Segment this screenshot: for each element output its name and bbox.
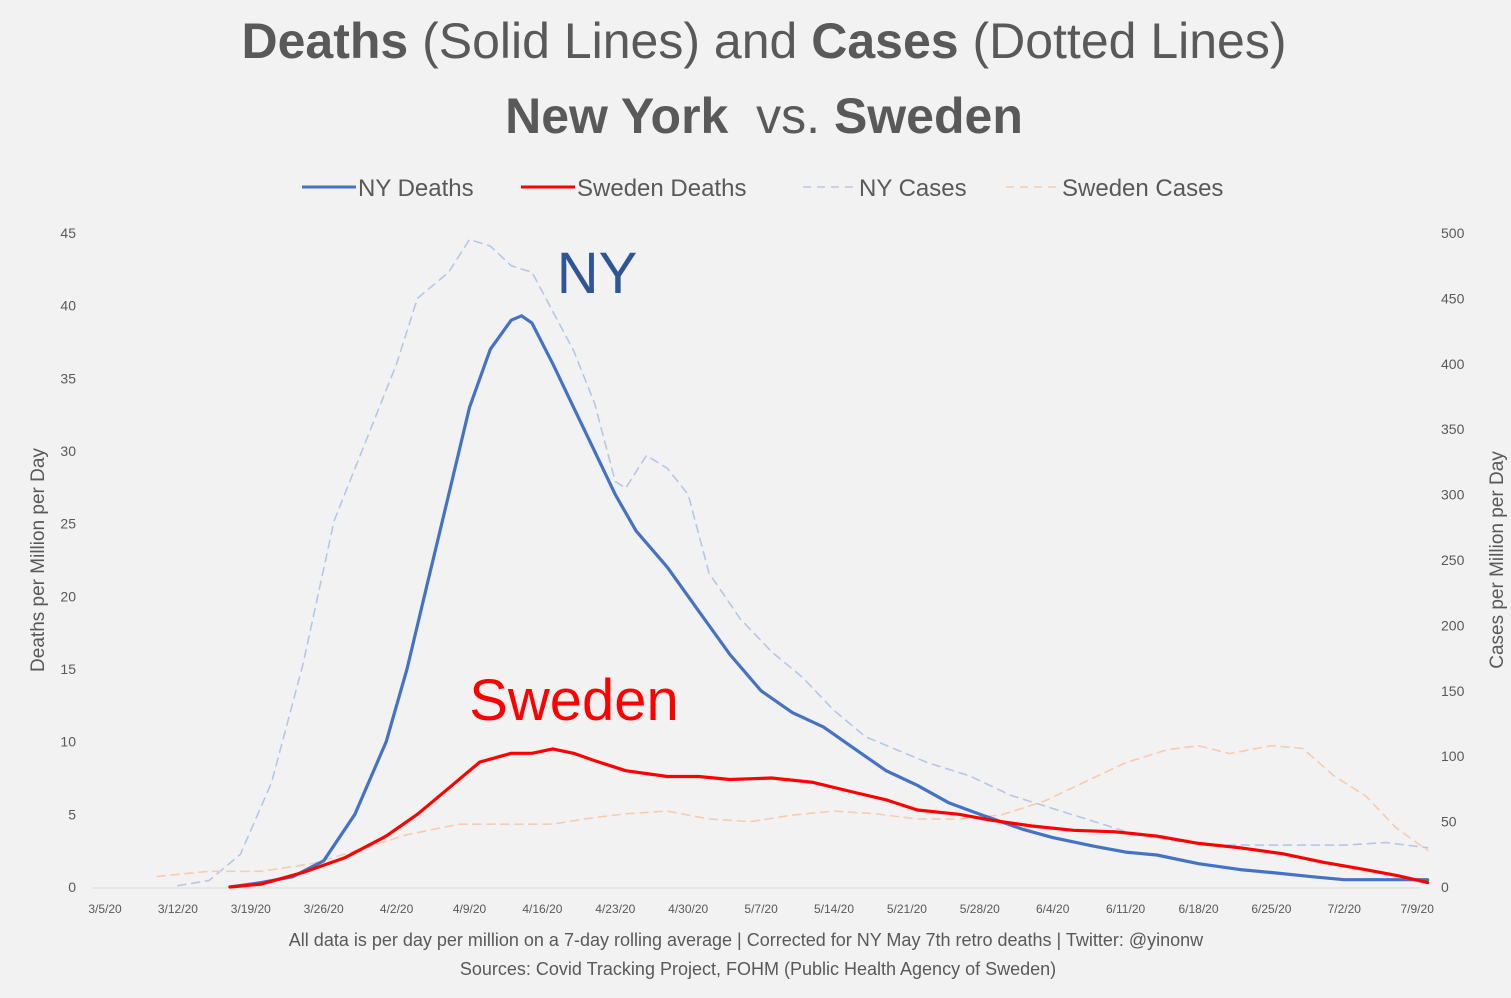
title-dotted-lines: (Dotted Lines) — [959, 13, 1287, 69]
x-tick-label: 4/9/20 — [453, 902, 487, 916]
x-tick-label: 3/12/20 — [158, 902, 198, 916]
y-left-tick-label: 5 — [68, 806, 76, 822]
y-right-tick-label: 300 — [1441, 487, 1465, 503]
x-tick-label: 4/30/20 — [668, 902, 708, 916]
y-left-tick-label: 25 — [60, 516, 76, 532]
series-line-ny-deaths — [228, 314, 1430, 889]
x-axis-ticks: 3/5/20 3/12/20 3/19/20 3/26/20 4/2/20 4/9/20 4… — [88, 902, 1434, 916]
y-left-tick-label: 45 — [60, 225, 76, 241]
x-tick-label: 6/18/20 — [1178, 902, 1218, 916]
annotation-sweden: Sweden — [469, 668, 679, 733]
series-lines — [156, 238, 1430, 889]
x-tick-label: 6/25/20 — [1251, 902, 1291, 916]
y-axis-left-ticks: 0 5 10 15 20 25 30 35 40 45 — [60, 225, 76, 895]
legend: NY Deaths Sweden Deaths NY Cases Sweden … — [302, 175, 1223, 202]
y-left-tick-label: 35 — [60, 370, 76, 386]
y-axis-left-label: Deaths per Million per Day — [28, 448, 49, 672]
legend-label-ny-cases: NY Cases — [859, 175, 967, 202]
title-sweden: Sweden — [834, 88, 1023, 144]
title-deaths: Deaths — [241, 13, 408, 69]
x-tick-label: 5/7/20 — [744, 902, 778, 916]
series-line-sweden-deaths — [228, 747, 1430, 889]
y-right-tick-label: 400 — [1441, 356, 1465, 372]
x-tick-label: 7/2/20 — [1328, 902, 1362, 916]
x-tick-label: 3/5/20 — [88, 902, 122, 916]
footnote-sources: Sources: Covid Tracking Project, FOHM (P… — [460, 959, 1056, 979]
y-right-tick-label: 250 — [1441, 552, 1465, 568]
y-right-tick-label: 450 — [1441, 290, 1465, 306]
y-right-tick-label: 350 — [1441, 421, 1465, 437]
y-axis-right-label: Cases per Million per Day — [1487, 451, 1508, 669]
y-right-tick-label: 200 — [1441, 617, 1465, 633]
series-line-sweden-cases — [156, 744, 1429, 878]
x-tick-label: 4/2/20 — [380, 902, 414, 916]
x-tick-label: 3/19/20 — [231, 902, 271, 916]
y-right-tick-label: 50 — [1441, 814, 1457, 830]
y-right-tick-label: 0 — [1441, 879, 1449, 895]
x-tick-label: 4/23/20 — [595, 902, 635, 916]
legend-label-ny-deaths: NY Deaths — [358, 175, 474, 202]
x-tick-label: 6/4/20 — [1036, 902, 1070, 916]
y-right-tick-label: 150 — [1441, 683, 1465, 699]
x-tick-label: 5/14/20 — [814, 902, 854, 916]
x-tick-label: 6/11/20 — [1106, 902, 1145, 916]
x-tick-label: 4/16/20 — [522, 902, 562, 916]
y-left-tick-label: 30 — [60, 443, 76, 459]
legend-label-sweden-cases: Sweden Cases — [1062, 175, 1223, 202]
y-left-tick-label: 0 — [68, 879, 76, 895]
x-tick-label: 7/9/20 — [1401, 902, 1435, 916]
x-tick-label: 3/26/20 — [304, 902, 344, 916]
title-solid-lines: (Solid Lines) and — [408, 13, 811, 69]
x-tick-label: 5/21/20 — [887, 902, 927, 916]
chart-title-line-2: New York vs. Sweden — [505, 88, 1023, 144]
series-line-ny-cases — [177, 238, 1429, 887]
title-cases: Cases — [811, 13, 958, 69]
title-vs: vs. — [728, 88, 834, 144]
legend-label-sweden-deaths: Sweden Deaths — [577, 175, 746, 202]
x-tick-label: 5/28/20 — [960, 902, 1000, 916]
y-right-tick-label: 500 — [1441, 225, 1465, 241]
footnote-data-note: All data is per day per million on a 7-d… — [289, 930, 1204, 950]
chart-title-line-1: Deaths (Solid Lines) and Cases (Dotted L… — [241, 13, 1286, 69]
annotation-ny: NY — [557, 241, 638, 306]
y-left-tick-label: 10 — [60, 734, 76, 750]
y-left-tick-label: 20 — [60, 588, 76, 604]
title-new-york: New York — [505, 88, 728, 144]
y-right-tick-label: 100 — [1441, 748, 1465, 764]
y-axis-right-ticks: 0 50 100 150 200 250 300 350 400 450 500 — [1441, 225, 1465, 895]
y-left-tick-label: 15 — [60, 661, 76, 677]
y-left-tick-label: 40 — [60, 298, 76, 314]
